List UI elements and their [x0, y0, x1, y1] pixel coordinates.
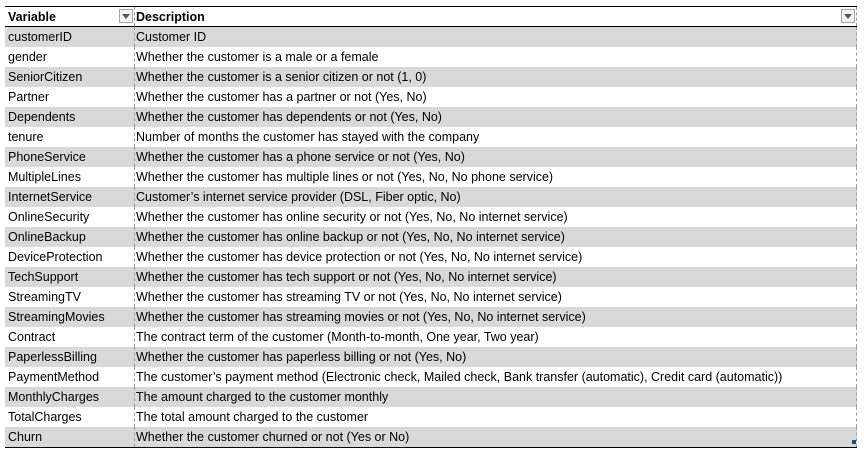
table-row: StreamingTV Whether the customer has stre…: [5, 287, 857, 307]
header-description-label: Description: [136, 9, 205, 24]
description-cell[interactable]: Whether the customer has tech support or…: [135, 267, 857, 287]
table-row: OnlineBackup Whether the customer has onl…: [5, 227, 857, 247]
table-row: gender Whether the customer is a male or …: [5, 47, 857, 67]
description-cell[interactable]: The contract term of the customer (Month…: [135, 327, 857, 347]
variable-cell[interactable]: Contract: [5, 327, 135, 347]
table-row: Dependents Whether the customer has depen…: [5, 107, 857, 127]
description-cell[interactable]: Whether the customer has a partner or no…: [135, 87, 857, 107]
table-row: SeniorCitizen Whether the customer is a s…: [5, 67, 857, 87]
table-resize-handle[interactable]: [852, 440, 856, 444]
table-row: OnlineSecurity Whether the customer has o…: [5, 207, 857, 227]
description-cell[interactable]: Whether the customer has multiple lines …: [135, 167, 857, 187]
variable-filter-button[interactable]: [119, 9, 133, 23]
variable-cell[interactable]: gender: [5, 47, 135, 67]
variable-cell[interactable]: StreamingMovies: [5, 307, 135, 327]
description-cell[interactable]: Whether the customer has online backup o…: [135, 227, 857, 247]
description-cell[interactable]: Whether the customer has online security…: [135, 207, 857, 227]
variable-cell[interactable]: customerID: [5, 27, 135, 47]
description-cell[interactable]: The amount charged to the customer month…: [135, 387, 857, 407]
variable-cell[interactable]: PhoneService: [5, 147, 135, 167]
variable-cell[interactable]: OnlineBackup: [5, 227, 135, 247]
variable-cell[interactable]: Churn: [5, 427, 135, 447]
variable-cell[interactable]: InternetService: [5, 187, 135, 207]
variable-cell[interactable]: tenure: [5, 127, 135, 147]
variable-cell[interactable]: DeviceProtection: [5, 247, 135, 267]
variable-cell[interactable]: MonthlyCharges: [5, 387, 135, 407]
description-cell[interactable]: Whether the customer has streaming TV or…: [135, 287, 857, 307]
table-body: customerID Customer ID gender Whether the …: [5, 27, 857, 447]
variable-cell[interactable]: OnlineSecurity: [5, 207, 135, 227]
table-row: DeviceProtection Whether the customer has…: [5, 247, 857, 267]
description-cell[interactable]: The customer’s payment method (Electroni…: [135, 367, 857, 387]
filter-dropdown-arrow-icon: [122, 13, 130, 19]
variable-cell[interactable]: TotalCharges: [5, 407, 135, 427]
variable-cell[interactable]: TechSupport: [5, 267, 135, 287]
table-row: PaperlessBilling Whether the customer has…: [5, 347, 857, 367]
description-cell[interactable]: Whether the customer is a male or a fema…: [135, 47, 857, 67]
table-row: customerID Customer ID: [5, 27, 857, 47]
description-cell[interactable]: Whether the customer churned or not (Yes…: [135, 427, 857, 447]
table-row: PhoneService Whether the customer has a p…: [5, 147, 857, 167]
description-cell[interactable]: Whether the customer is a senior citizen…: [135, 67, 857, 87]
table-row: Partner Whether the customer has a partne…: [5, 87, 857, 107]
description-cell[interactable]: Whether the customer has streaming movie…: [135, 307, 857, 327]
description-filter-button[interactable]: [841, 9, 855, 23]
variable-cell[interactable]: MultipleLines: [5, 167, 135, 187]
description-cell[interactable]: Customer ID: [135, 27, 857, 47]
header-variable-cell[interactable]: Variable: [5, 7, 135, 26]
table-row: MonthlyCharges The amount charged to the …: [5, 387, 857, 407]
header-variable-label: Variable: [8, 9, 56, 24]
table-row: tenure Number of months the customer has …: [5, 127, 857, 147]
table-row: MultipleLines Whether the customer has mu…: [5, 167, 857, 187]
description-cell[interactable]: Customer’s internet service provider (DS…: [135, 187, 857, 207]
table-row: Contract The contract term of the custome…: [5, 327, 857, 347]
description-cell[interactable]: Number of months the customer has stayed…: [135, 127, 857, 147]
variable-cell[interactable]: PaymentMethod: [5, 367, 135, 387]
table-row: PaymentMethod The customer’s payment meth…: [5, 367, 857, 387]
description-cell[interactable]: Whether the customer has device protecti…: [135, 247, 857, 267]
description-cell[interactable]: The total amount charged to the customer: [135, 407, 857, 427]
variable-cell[interactable]: SeniorCitizen: [5, 67, 135, 87]
table-row: Churn Whether the customer churned or not…: [5, 427, 857, 447]
header-description-cell[interactable]: Description: [135, 7, 857, 26]
variable-cell[interactable]: PaperlessBilling: [5, 347, 135, 367]
table-row: TotalCharges The total amount charged to …: [5, 407, 857, 427]
variable-cell[interactable]: StreamingTV: [5, 287, 135, 307]
variable-cell[interactable]: Dependents: [5, 107, 135, 127]
table-row: StreamingMovies Whether the customer has …: [5, 307, 857, 327]
table-row: TechSupport Whether the customer has tech…: [5, 267, 857, 287]
variable-cell[interactable]: Partner: [5, 87, 135, 107]
filter-dropdown-arrow-icon: [844, 13, 852, 19]
variables-table: Variable Description customerID Customer…: [5, 6, 857, 448]
table-row: InternetService Customer’s internet servi…: [5, 187, 857, 207]
description-cell[interactable]: Whether the customer has a phone service…: [135, 147, 857, 167]
description-cell[interactable]: Whether the customer has paperless billi…: [135, 347, 857, 367]
table-header-row: Variable Description: [5, 7, 857, 27]
description-cell[interactable]: Whether the customer has dependents or n…: [135, 107, 857, 127]
